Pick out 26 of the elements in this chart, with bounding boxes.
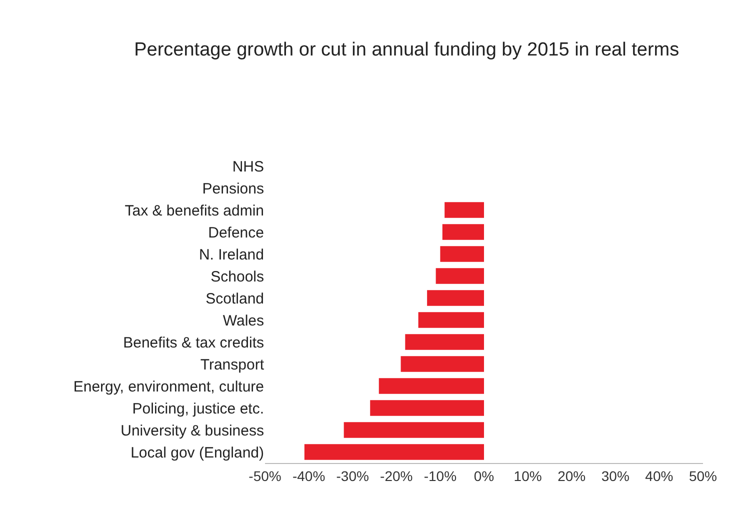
- y-tick-label: Scotland: [206, 290, 264, 308]
- x-tick-label: 10%: [514, 468, 542, 484]
- chart-title: Percentage growth or cut in annual funding by 2015 in real terms: [134, 39, 680, 60]
- x-tick-label: -20%: [380, 468, 413, 484]
- x-tick-label: -50%: [248, 468, 282, 484]
- x-tick-label: 20%: [558, 468, 586, 484]
- y-tick-label: Transport: [200, 356, 265, 374]
- y-tick-label: Tax & benefits admin: [124, 202, 264, 220]
- y-tick-label: Benefits & tax credits: [123, 334, 264, 352]
- y-tick-label: Wales: [222, 312, 264, 330]
- y-tick-label: Energy, environment, culture: [73, 378, 264, 396]
- x-tick-label: 50%: [688, 468, 718, 484]
- y-tick-label: Defence: [208, 224, 264, 242]
- y-tick-label: NHS: [232, 158, 264, 176]
- x-tick-label: 40%: [645, 468, 674, 484]
- y-tick-label: University & business: [120, 422, 264, 440]
- y-tick-label: Policing, justice etc.: [132, 400, 264, 418]
- x-tick-label: -10%: [424, 468, 457, 484]
- x-tick-label: -40%: [292, 468, 326, 484]
- y-tick-label: Pensions: [202, 180, 264, 198]
- x-tick-label: 30%: [601, 468, 630, 484]
- y-tick-label: N. Ireland: [198, 246, 264, 264]
- y-tick-label: Schools: [210, 268, 264, 286]
- x-tick-label: -30%: [336, 468, 369, 484]
- y-tick-label: Local gov (England): [130, 444, 264, 462]
- x-tick-label: 0%: [474, 468, 494, 484]
